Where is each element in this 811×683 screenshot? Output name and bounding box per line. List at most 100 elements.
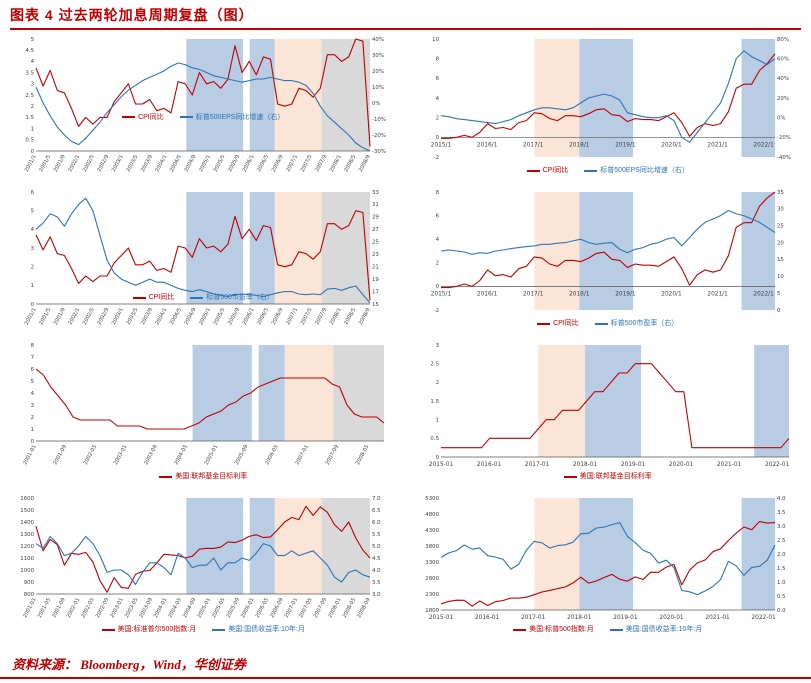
legend-label: 美国:标准普尔500指数:月 (117, 626, 197, 633)
svg-text:80%: 80% (777, 37, 789, 43)
svg-text:2008/5: 2008/5 (343, 154, 357, 173)
svg-text:2007/5: 2007/5 (300, 307, 314, 326)
legend-label: CPI同比 (138, 113, 164, 121)
svg-text:2.0: 2.0 (777, 552, 786, 558)
svg-text:2001/1: 2001/1 (24, 307, 38, 326)
svg-text:2016/1: 2016/1 (476, 291, 497, 297)
svg-text:2016-01: 2016-01 (474, 615, 499, 621)
svg-text:2003/5: 2003/5 (126, 154, 140, 173)
svg-text:10: 10 (432, 37, 439, 43)
legend-label: CPI同比 (148, 294, 175, 302)
chart-panel-fed-funds-target-rate-2015-2022: 3 2.5 2 1.5 1 0.5 0 2015-01 2016-01 2017-01 2018-0… (415, 339, 802, 492)
svg-text:2021-01: 2021-01 (716, 462, 741, 468)
svg-text:5: 5 (31, 379, 34, 385)
svg-text:0.5: 0.5 (430, 436, 439, 442)
svg-text:2020/1: 2020/1 (661, 142, 682, 148)
svg-text:2001/9: 2001/9 (53, 154, 67, 173)
chart-panel-cpi-vs-sp500-eps-growth-2001-2008: 5 4.5 4 3.5 3 2.5 2 1.5 1 0.5 0 40% 30% 20% 10% 0% -10% -… (10, 33, 397, 186)
svg-text:2008-09: 2008-09 (356, 597, 371, 619)
svg-text:2007/9: 2007/9 (314, 154, 328, 173)
svg-text:0.0: 0.0 (777, 608, 786, 614)
svg-text:2: 2 (31, 415, 34, 421)
svg-text:60%: 60% (777, 57, 789, 63)
svg-text:2002-09: 2002-09 (95, 597, 110, 619)
svg-text:2003/5: 2003/5 (126, 307, 140, 326)
svg-text:2: 2 (31, 104, 34, 110)
svg-text:2300: 2300 (425, 592, 439, 598)
svg-text:3300: 3300 (425, 560, 439, 566)
legend-item: 美国:标准普尔500指数:月 (101, 625, 197, 634)
svg-text:3: 3 (435, 343, 438, 349)
svg-text:1200: 1200 (20, 544, 34, 550)
svg-text:2017-01: 2017-01 (524, 462, 549, 468)
legend-label: CPI同比 (553, 320, 579, 327)
svg-text:2021-01: 2021-01 (705, 615, 730, 621)
svg-text:29: 29 (372, 215, 379, 221)
svg-text:1800: 1800 (425, 608, 439, 614)
legend-label: 标普500市盈率（右） (610, 320, 679, 327)
legend-item: CPI同比 (537, 319, 579, 328)
svg-text:19: 19 (372, 277, 379, 283)
header-rule (10, 28, 801, 30)
svg-text:2018-01: 2018-01 (572, 462, 597, 468)
svg-text:20%: 20% (372, 69, 384, 75)
svg-text:2003-01: 2003-01 (113, 444, 128, 466)
svg-text:2022-01: 2022-01 (751, 615, 776, 621)
svg-text:2005-09: 2005-09 (226, 597, 241, 619)
svg-text:2001/5: 2001/5 (38, 154, 52, 173)
svg-text:2006/9: 2006/9 (271, 154, 285, 173)
svg-text:3.0: 3.0 (777, 524, 786, 530)
legend-item: CPI同比 (526, 166, 568, 175)
svg-text:25: 25 (372, 240, 379, 246)
svg-text:5300: 5300 (425, 496, 439, 502)
svg-text:2: 2 (435, 261, 438, 267)
svg-text:5: 5 (31, 37, 34, 43)
svg-text:3800: 3800 (425, 544, 439, 550)
svg-text:2005-09: 2005-09 (234, 444, 249, 466)
svg-text:2003/9: 2003/9 (140, 307, 154, 326)
svg-text:2005-05: 2005-05 (211, 597, 226, 619)
svg-text:0: 0 (435, 135, 439, 141)
svg-text:2022/1: 2022/1 (753, 142, 774, 148)
legend-label: 美国:标普500指数:月 (529, 626, 594, 633)
svg-text:40%: 40% (372, 37, 384, 43)
chart-legend: 美国:标准普尔500指数:月 美国:国债收益率:10年:月 (10, 625, 397, 634)
svg-text:-40%: -40% (777, 155, 791, 161)
svg-text:20%: 20% (777, 96, 789, 102)
chart-panel-sp500-vs-10y-treasury-2001-2008: 1600 1500 1400 1300 1200 1100 1000 900 800 7.0 6.5… (10, 492, 397, 645)
svg-text:2001-09: 2001-09 (51, 597, 66, 619)
svg-text:17: 17 (372, 289, 379, 295)
svg-text:1.5: 1.5 (777, 566, 786, 572)
svg-text:2800: 2800 (425, 576, 439, 582)
svg-text:5: 5 (777, 291, 780, 297)
svg-text:0.5: 0.5 (25, 138, 34, 144)
legend-line-swatch (584, 169, 598, 172)
figure-title: 图表 4 过去两轮加息周期复盘（图） (10, 7, 254, 23)
svg-text:2007/1: 2007/1 (285, 154, 299, 173)
chart-plot: 5 4.5 4 3.5 3 2.5 2 1.5 1 0.5 0 40% 30% 20% 10% 0% -10% -… (24, 37, 386, 173)
svg-text:2015-01: 2015-01 (428, 615, 453, 621)
legend-item: CPI同比 (122, 113, 164, 122)
svg-text:2022-01: 2022-01 (765, 462, 790, 468)
svg-text:2006/5: 2006/5 (256, 307, 270, 326)
svg-text:2002-05: 2002-05 (83, 444, 98, 466)
svg-text:4: 4 (435, 96, 439, 102)
svg-text:4800: 4800 (425, 512, 439, 518)
svg-text:2005-01: 2005-01 (197, 597, 212, 619)
legend-line-swatch (513, 628, 527, 631)
svg-text:1100: 1100 (20, 556, 34, 562)
svg-text:2005/1: 2005/1 (198, 154, 212, 173)
svg-text:2003/1: 2003/1 (111, 154, 125, 173)
svg-text:5.5: 5.5 (372, 532, 381, 538)
svg-text:2020-01: 2020-01 (668, 462, 693, 468)
svg-text:2008-05: 2008-05 (342, 597, 357, 619)
svg-text:2019/1: 2019/1 (615, 291, 636, 297)
svg-text:2004-05: 2004-05 (173, 444, 188, 466)
legend-line-swatch (563, 475, 577, 478)
svg-text:2006/1: 2006/1 (242, 154, 256, 173)
svg-text:2016-01: 2016-01 (476, 462, 501, 468)
svg-text:4: 4 (31, 391, 35, 397)
svg-text:2004-05: 2004-05 (167, 597, 182, 619)
